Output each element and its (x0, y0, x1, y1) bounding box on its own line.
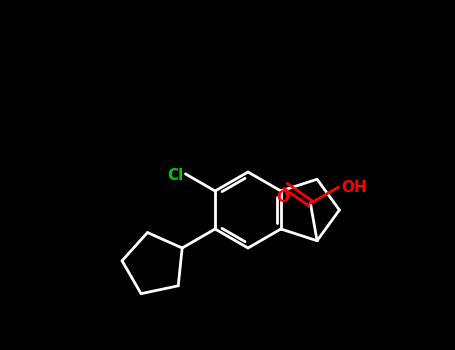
Text: Cl: Cl (167, 168, 183, 183)
Text: O: O (276, 190, 289, 205)
Text: OH: OH (341, 180, 367, 195)
